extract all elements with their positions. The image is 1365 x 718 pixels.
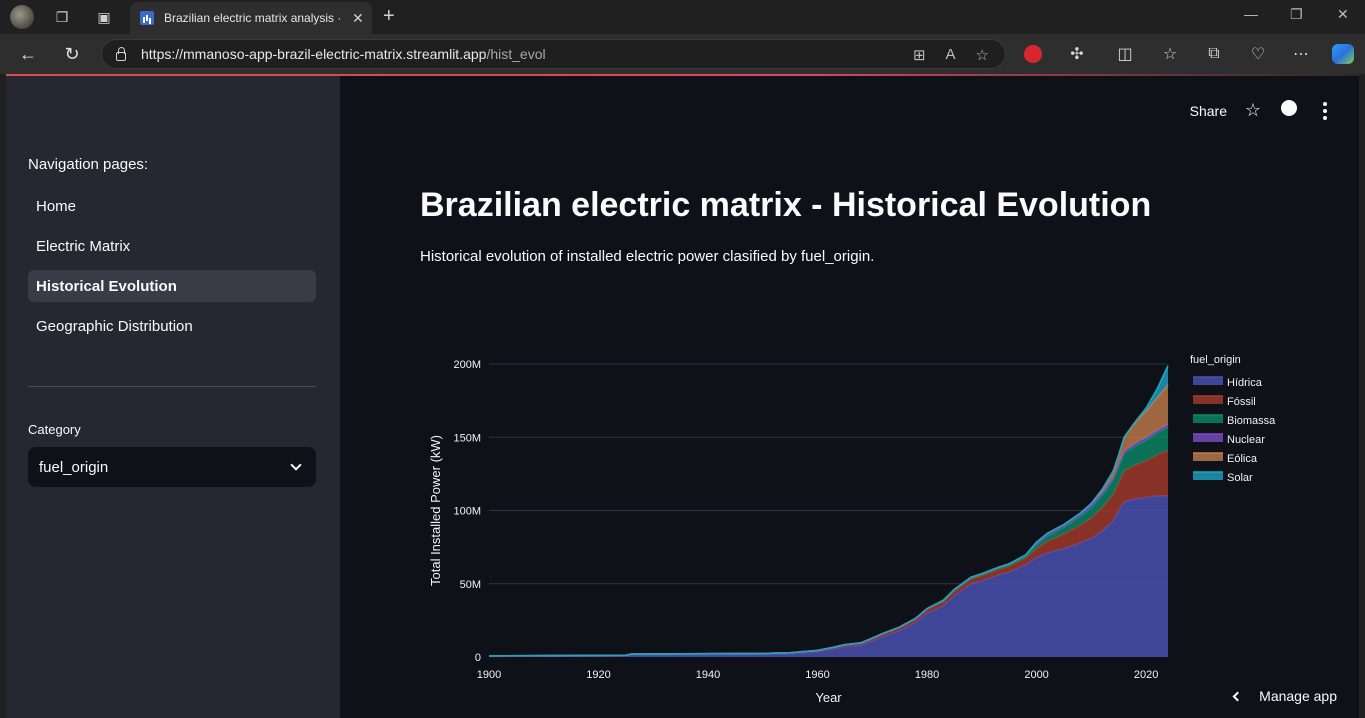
minimize-icon[interactable]: — xyxy=(1244,6,1258,22)
sidebar: Navigation pages: Home Electric Matrix H… xyxy=(6,76,340,718)
x-tick-label: 1900 xyxy=(477,669,501,681)
browser-address-row: ← ↻ https://mmanoso-app-brazil-electric-… xyxy=(0,34,1365,74)
new-tab-icon[interactable]: + xyxy=(383,5,395,27)
stacked-area-chart[interactable]: 0 50M 100M 150M 200M 1900 1920 1940 1960 1980 2000… xyxy=(416,346,1316,716)
more-menu-icon[interactable]: ⋯ xyxy=(1293,46,1309,63)
app-available-icon[interactable]: ⊞ xyxy=(912,47,926,64)
nav-item-label: Geographic Distribution xyxy=(36,317,193,335)
close-tab-icon[interactable]: ✕ xyxy=(352,9,364,26)
star-icon[interactable]: ☆ xyxy=(1244,100,1262,120)
browser-essentials-icon[interactable]: ♡ xyxy=(1250,46,1266,63)
legend-label: Eólica xyxy=(1227,453,1258,465)
legend-label: Fóssil xyxy=(1227,396,1256,408)
legend-label: Biomassa xyxy=(1227,415,1276,427)
url-path: /hist_evol xyxy=(486,46,546,62)
nav-item-label: Home xyxy=(36,197,77,215)
profile-avatar[interactable] xyxy=(10,5,34,29)
copilot-icon[interactable] xyxy=(1331,42,1355,66)
series-line-solar xyxy=(488,365,1169,657)
app-toolbar: Share ☆ xyxy=(1190,100,1335,121)
window-close-icon[interactable]: ✕ xyxy=(1337,6,1349,22)
x-tick-label: 2000 xyxy=(1024,669,1048,681)
browser-tab-strip: ❐ ▣ Brazilian electric matrix analysis ·… xyxy=(0,0,1365,34)
back-icon[interactable]: ← xyxy=(19,43,37,64)
y-tick-label: 200M xyxy=(453,359,481,371)
category-select-value: fuel_origin xyxy=(39,458,109,476)
extensions-puzzle-icon[interactable]: ✣ xyxy=(1070,46,1084,63)
legend-swatch xyxy=(1193,377,1223,385)
legend-label: Hídrica xyxy=(1227,377,1263,389)
y-tick-label: 150M xyxy=(453,432,481,444)
url-host: https://mmanoso-app-brazil-electric-matr… xyxy=(141,46,487,62)
x-tick-label: 1980 xyxy=(915,669,939,681)
category-select[interactable]: fuel_origin xyxy=(28,447,316,487)
nav-item-electric-matrix[interactable]: Electric Matrix xyxy=(28,230,316,262)
legend-label: Nuclear xyxy=(1227,434,1265,446)
legend-swatch xyxy=(1193,472,1223,480)
nav-heading: Navigation pages: xyxy=(28,156,149,173)
nav-item-label: Historical Evolution xyxy=(36,277,177,295)
x-tick-label: 1960 xyxy=(805,669,829,681)
y-tick-label: 50M xyxy=(460,579,481,591)
chevron-down-icon xyxy=(290,459,302,471)
manage-app-label: Manage app xyxy=(1259,688,1337,704)
github-icon[interactable] xyxy=(1279,100,1299,121)
streamlit-app: Navigation pages: Home Electric Matrix H… xyxy=(6,76,1359,718)
browser-tab-active[interactable]: Brazilian electric matrix analysis · Str… xyxy=(130,2,372,34)
legend-label: Solar xyxy=(1227,472,1253,484)
area-hídrica xyxy=(489,495,1168,657)
restore-icon[interactable]: ❐ xyxy=(1290,6,1303,22)
x-axis-title: Year xyxy=(815,690,842,705)
nav-item-historical-evolution[interactable]: Historical Evolution xyxy=(28,270,316,302)
collections-icon[interactable]: ⧉ xyxy=(1208,45,1220,62)
legend-swatch xyxy=(1193,434,1223,442)
x-tick-label: 1940 xyxy=(696,669,720,681)
share-button[interactable]: Share xyxy=(1189,102,1227,119)
main-menu-icon[interactable] xyxy=(1315,101,1335,120)
browser-tab-title: Brazilian electric matrix analysis · Str… xyxy=(164,11,344,25)
adblock-extension-icon[interactable] xyxy=(1021,42,1045,66)
category-label: Category xyxy=(28,422,81,437)
y-axis-title: Total Installed Power (kW) xyxy=(428,435,443,586)
legend-swatch xyxy=(1193,453,1223,461)
page-title: Brazilian electric matrix - Historical E… xyxy=(420,186,1152,224)
x-tick-label: 1920 xyxy=(586,669,610,681)
page-subtitle: Historical evolution of installed electr… xyxy=(420,248,875,265)
address-bar[interactable]: https://mmanoso-app-brazil-electric-matr… xyxy=(101,39,1006,69)
split-screen-icon[interactable]: ◫ xyxy=(1117,46,1133,63)
reload-icon[interactable]: ↻ xyxy=(64,43,80,64)
streamlit-favicon-icon xyxy=(140,11,154,25)
y-tick-label: 100M xyxy=(453,506,481,518)
nav-item-geographic-distribution[interactable]: Geographic Distribution xyxy=(28,310,316,342)
favorite-star-icon[interactable]: ☆ xyxy=(975,47,989,64)
y-tick-label: 0 xyxy=(475,652,481,664)
favorites-icon[interactable]: ☆ xyxy=(1162,46,1178,63)
sidebar-divider xyxy=(28,386,316,387)
chevron-left-icon xyxy=(1232,691,1243,701)
legend-swatch xyxy=(1193,396,1223,404)
nav-item-label: Electric Matrix xyxy=(36,237,131,255)
tab-actions-icon[interactable]: ▣ xyxy=(97,8,111,25)
nav-item-home[interactable]: Home xyxy=(28,190,316,222)
workspaces-icon[interactable]: ❐ xyxy=(55,8,69,25)
manage-app-button[interactable]: Manage app xyxy=(1232,688,1337,704)
lock-icon[interactable] xyxy=(116,46,126,61)
legend-title: fuel_origin xyxy=(1190,354,1241,366)
x-tick-label: 2020 xyxy=(1134,669,1158,681)
page-accent-line xyxy=(6,74,1359,76)
legend-swatch xyxy=(1193,415,1223,423)
read-aloud-icon[interactable]: A xyxy=(945,46,956,63)
